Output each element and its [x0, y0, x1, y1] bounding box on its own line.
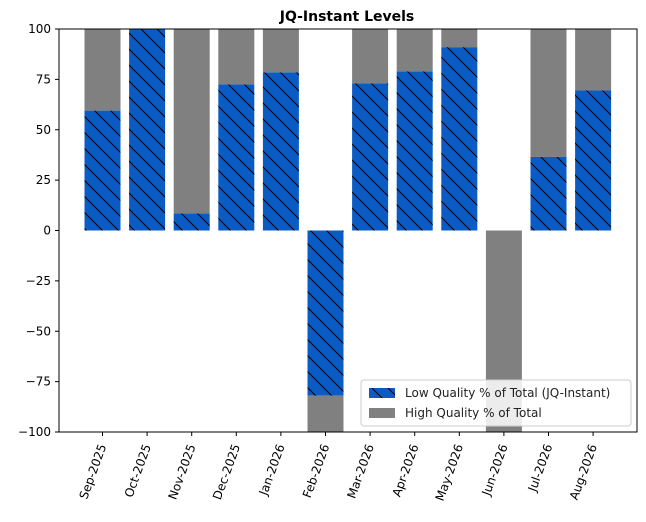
bar-low-quality-hatch — [441, 47, 478, 231]
bar-high-quality — [84, 29, 121, 111]
x-tick-label: Dec-2025 — [210, 442, 243, 501]
bar-low-quality-hatch — [218, 84, 255, 231]
x-tick-label: Oct-2025 — [122, 442, 154, 499]
x-tick-label: Feb-2026 — [300, 442, 332, 500]
legend-swatch-low-quality-hatch — [369, 388, 395, 398]
legend-box — [360, 379, 632, 427]
y-tick-label: 0 — [43, 224, 51, 238]
bar-low-quality-hatch — [307, 230, 344, 396]
y-tick-label: −25 — [26, 274, 51, 288]
bar-high-quality — [307, 395, 344, 432]
x-tick-label: Sep-2025 — [76, 442, 109, 501]
bar-low-quality-hatch — [129, 29, 166, 231]
legend-label-low-quality: Low Quality % of Total (JQ-Instant) — [405, 386, 610, 400]
y-axis: 100 75 50 25 0 −25 −50 −75 −100 — [18, 22, 59, 439]
y-tick-label: −50 — [26, 324, 51, 338]
x-tick-label: Jan-2026 — [256, 442, 288, 498]
legend-label-high-quality: High Quality % of Total — [405, 406, 542, 420]
y-tick-label: 50 — [36, 123, 51, 137]
bar-low-quality-hatch — [173, 213, 210, 231]
y-tick-label: −75 — [26, 375, 51, 389]
bar-low-quality-hatch — [396, 71, 433, 231]
x-tick-label: Nov-2025 — [166, 442, 199, 501]
y-tick-label: −100 — [18, 425, 51, 439]
bar-high-quality — [530, 29, 567, 157]
y-tick-label: 25 — [36, 173, 51, 187]
y-tick-label: 100 — [28, 22, 51, 36]
bar-high-quality — [575, 29, 612, 91]
y-tick-label: 75 — [36, 72, 51, 86]
x-axis: Sep-2025 Oct-2025 Nov-2025 Dec-2025 Jan-2026… — [76, 432, 600, 503]
bars-layer — [84, 29, 612, 432]
x-tick-label: Jul-2026 — [525, 442, 555, 494]
bar-low-quality-hatch — [530, 156, 567, 231]
bar-low-quality-hatch — [575, 90, 612, 231]
bar-high-quality — [396, 29, 433, 72]
legend-swatch-high-quality — [369, 408, 395, 418]
legend: Low Quality % of Total (JQ-Instant) High … — [360, 379, 632, 427]
bar-low-quality-hatch — [352, 83, 389, 231]
bar-low-quality-hatch — [84, 110, 121, 231]
bar-low-quality-hatch — [262, 72, 299, 231]
bar-high-quality — [218, 29, 255, 85]
bar-high-quality — [173, 29, 210, 214]
x-tick-label: Apr-2026 — [390, 442, 422, 498]
x-tick-label: Aug-2026 — [567, 442, 600, 502]
bar-high-quality — [352, 29, 389, 84]
x-tick-label: Mar-2026 — [344, 442, 377, 500]
x-tick-label: Jun-2026 — [479, 442, 511, 498]
bar-high-quality — [262, 29, 299, 73]
chart-title: JQ-Instant Levels — [279, 9, 415, 25]
bar-high-quality — [441, 29, 478, 48]
x-tick-label: May-2026 — [433, 442, 466, 503]
